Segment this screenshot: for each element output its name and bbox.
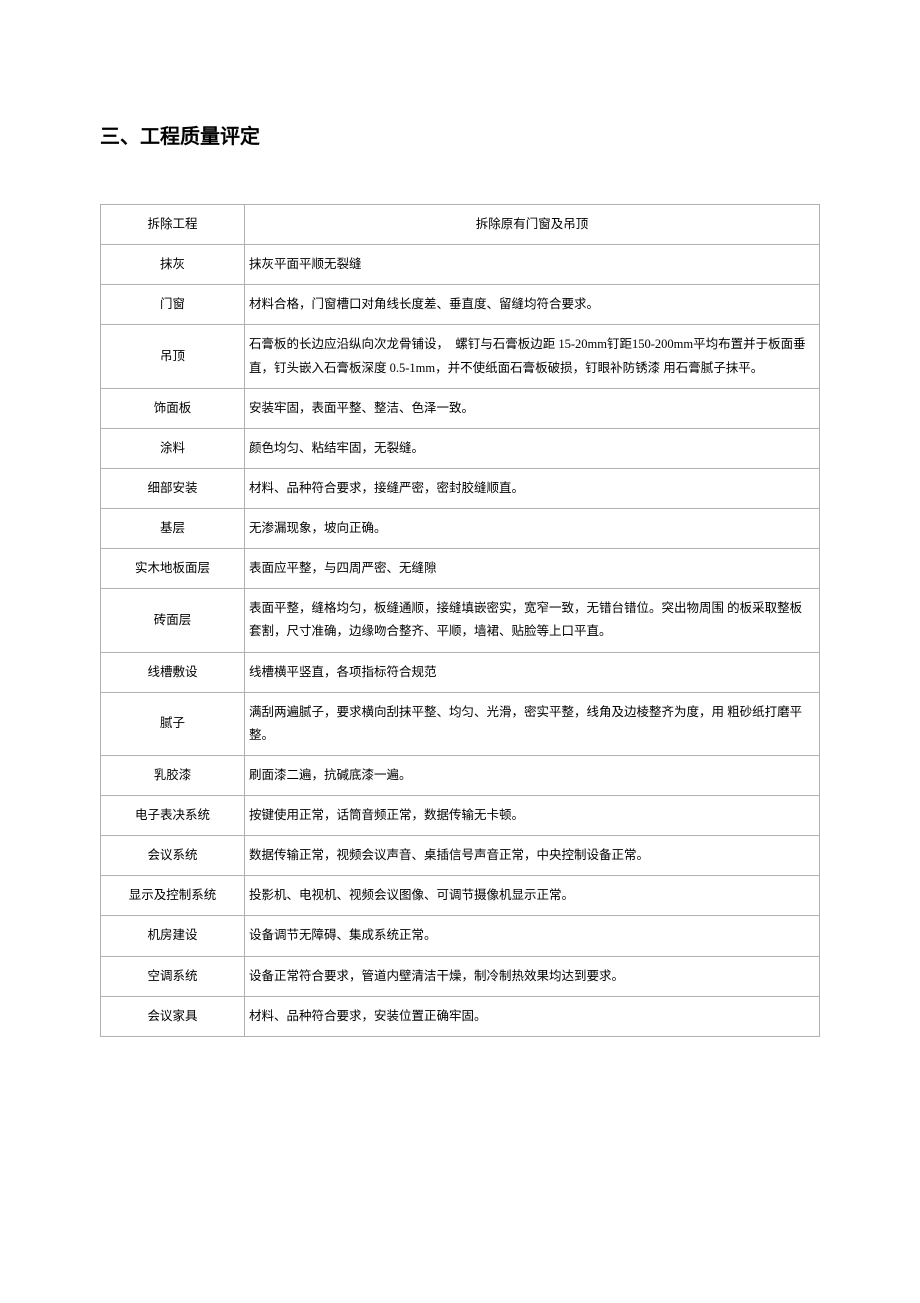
row-desc: 表面应平整，与四周严密、无缝隙 xyxy=(245,549,820,589)
row-desc: 安装牢固，表面平整、整洁、色泽一致。 xyxy=(245,388,820,428)
row-desc: 数据传输正常，视频会议声音、桌插信号声音正常，中央控制设备正常。 xyxy=(245,836,820,876)
table-body: 抹灰抹灰平面平顺无裂缝门窗材料合格，门窗槽口对角线长度差、垂直度、留缝均符合要求… xyxy=(101,245,820,1037)
table-row: 涂料颜色均匀、粘结牢固，无裂缝。 xyxy=(101,428,820,468)
row-label: 腻子 xyxy=(101,692,245,755)
row-desc: 投影机、电视机、视频会议图像、可调节摄像机显示正常。 xyxy=(245,876,820,916)
quality-evaluation-table: 拆除工程 拆除原有门窗及吊顶 抹灰抹灰平面平顺无裂缝门窗材料合格，门窗槽口对角线… xyxy=(100,204,820,1037)
row-desc: 石膏板的长边应沿纵向次龙骨铺设， 螺钉与石膏板边距 15-20mm钉距150-2… xyxy=(245,325,820,388)
row-label: 饰面板 xyxy=(101,388,245,428)
row-label: 乳胶漆 xyxy=(101,755,245,795)
table-row: 会议家具材料、品种符合要求，安装位置正确牢固。 xyxy=(101,996,820,1036)
table-row: 吊顶石膏板的长边应沿纵向次龙骨铺设， 螺钉与石膏板边距 15-20mm钉距150… xyxy=(101,325,820,388)
row-label: 实木地板面层 xyxy=(101,549,245,589)
header-desc: 拆除原有门窗及吊顶 xyxy=(245,205,820,245)
table-row: 空调系统设备正常符合要求，管道内壁清洁干燥，制冷制热效果均达到要求。 xyxy=(101,956,820,996)
row-label: 基层 xyxy=(101,509,245,549)
row-desc: 线槽横平竖直，各项指标符合规范 xyxy=(245,652,820,692)
table-row: 机房建设设备调节无障碍、集成系统正常。 xyxy=(101,916,820,956)
row-desc: 颜色均匀、粘结牢固，无裂缝。 xyxy=(245,428,820,468)
table-row: 实木地板面层表面应平整，与四周严密、无缝隙 xyxy=(101,549,820,589)
row-label: 电子表决系统 xyxy=(101,796,245,836)
table-row: 乳胶漆刷面漆二遍，抗碱底漆一遍。 xyxy=(101,755,820,795)
row-desc: 满刮两遍腻子，要求横向刮抹平整、均匀、光滑，密实平整，线角及边棱整齐为度，用 粗… xyxy=(245,692,820,755)
row-label: 细部安装 xyxy=(101,468,245,508)
row-label: 会议家具 xyxy=(101,996,245,1036)
row-desc: 抹灰平面平顺无裂缝 xyxy=(245,245,820,285)
row-label: 显示及控制系统 xyxy=(101,876,245,916)
table-row: 细部安装材料、品种符合要求，接缝严密，密封胶缝顺直。 xyxy=(101,468,820,508)
table-header-row: 拆除工程 拆除原有门窗及吊顶 xyxy=(101,205,820,245)
row-desc: 按键使用正常，话筒音频正常，数据传输无卡顿。 xyxy=(245,796,820,836)
row-label: 门窗 xyxy=(101,285,245,325)
row-desc: 材料、品种符合要求，接缝严密，密封胶缝顺直。 xyxy=(245,468,820,508)
row-desc: 材料、品种符合要求，安装位置正确牢固。 xyxy=(245,996,820,1036)
row-label: 会议系统 xyxy=(101,836,245,876)
row-label: 线槽敷设 xyxy=(101,652,245,692)
header-label: 拆除工程 xyxy=(101,205,245,245)
table-row: 抹灰抹灰平面平顺无裂缝 xyxy=(101,245,820,285)
section-heading: 三、工程质量评定 xyxy=(100,120,820,149)
table-row: 线槽敷设线槽横平竖直，各项指标符合规范 xyxy=(101,652,820,692)
row-label: 抹灰 xyxy=(101,245,245,285)
table-row: 腻子满刮两遍腻子，要求横向刮抹平整、均匀、光滑，密实平整，线角及边棱整齐为度，用… xyxy=(101,692,820,755)
row-label: 空调系统 xyxy=(101,956,245,996)
table-row: 会议系统数据传输正常，视频会议声音、桌插信号声音正常，中央控制设备正常。 xyxy=(101,836,820,876)
table-row: 电子表决系统按键使用正常，话筒音频正常，数据传输无卡顿。 xyxy=(101,796,820,836)
row-desc: 材料合格，门窗槽口对角线长度差、垂直度、留缝均符合要求。 xyxy=(245,285,820,325)
row-desc: 无渗漏现象，坡向正确。 xyxy=(245,509,820,549)
row-label: 吊顶 xyxy=(101,325,245,388)
table-row: 门窗材料合格，门窗槽口对角线长度差、垂直度、留缝均符合要求。 xyxy=(101,285,820,325)
row-label: 涂料 xyxy=(101,428,245,468)
row-desc: 表面平整，缝格均匀，板缝通顺，接缝填嵌密实，宽窄一致，无错台错位。突出物周围 的… xyxy=(245,589,820,652)
row-label: 机房建设 xyxy=(101,916,245,956)
table-row: 基层无渗漏现象，坡向正确。 xyxy=(101,509,820,549)
row-desc: 设备调节无障碍、集成系统正常。 xyxy=(245,916,820,956)
row-desc: 设备正常符合要求，管道内壁清洁干燥，制冷制热效果均达到要求。 xyxy=(245,956,820,996)
table-row: 砖面层表面平整，缝格均匀，板缝通顺，接缝填嵌密实，宽窄一致，无错台错位。突出物周… xyxy=(101,589,820,652)
row-desc: 刷面漆二遍，抗碱底漆一遍。 xyxy=(245,755,820,795)
table-row: 饰面板安装牢固，表面平整、整洁、色泽一致。 xyxy=(101,388,820,428)
table-row: 显示及控制系统投影机、电视机、视频会议图像、可调节摄像机显示正常。 xyxy=(101,876,820,916)
row-label: 砖面层 xyxy=(101,589,245,652)
